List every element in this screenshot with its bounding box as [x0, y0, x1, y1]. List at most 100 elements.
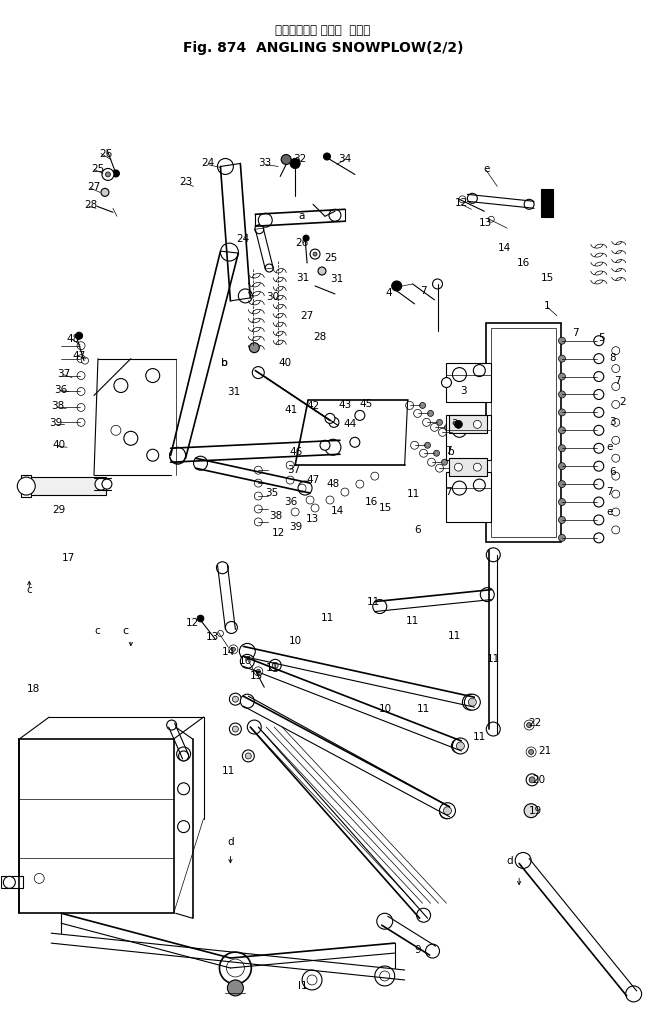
Circle shape [272, 662, 278, 668]
Circle shape [612, 526, 620, 534]
Bar [27, 478, 106, 495]
Circle shape [428, 458, 435, 466]
Circle shape [441, 377, 452, 387]
Circle shape [350, 437, 360, 447]
Text: 11: 11 [320, 612, 334, 623]
Circle shape [480, 588, 494, 601]
Text: 9: 9 [414, 945, 421, 955]
Text: 14: 14 [331, 506, 344, 516]
Text: d: d [227, 837, 234, 847]
Circle shape [524, 720, 534, 730]
Circle shape [307, 975, 317, 985]
Circle shape [254, 492, 262, 500]
Text: 8: 8 [609, 353, 616, 363]
Circle shape [456, 742, 465, 750]
Circle shape [240, 695, 254, 708]
Text: 15: 15 [379, 503, 392, 513]
Circle shape [441, 459, 448, 465]
Circle shape [417, 909, 430, 922]
Text: 6: 6 [609, 467, 616, 478]
Text: 7: 7 [445, 487, 452, 497]
Circle shape [435, 464, 443, 473]
Circle shape [375, 966, 395, 986]
Text: 44: 44 [344, 420, 356, 429]
Text: Fig. 874  ANGLING SNOWPLOW(2/2): Fig. 874 ANGLING SNOWPLOW(2/2) [182, 41, 463, 55]
Text: 11: 11 [367, 596, 380, 606]
Circle shape [167, 720, 177, 730]
Circle shape [290, 158, 300, 168]
Text: 39: 39 [289, 522, 303, 532]
Circle shape [226, 959, 245, 976]
Circle shape [380, 971, 389, 981]
Circle shape [34, 873, 44, 883]
Circle shape [406, 402, 413, 410]
Text: 31: 31 [226, 387, 240, 397]
Circle shape [529, 749, 534, 754]
Circle shape [558, 534, 565, 541]
Circle shape [77, 419, 85, 426]
Text: 24: 24 [201, 158, 214, 168]
Circle shape [243, 750, 254, 762]
Circle shape [232, 697, 238, 702]
Circle shape [179, 751, 188, 760]
Circle shape [95, 479, 107, 490]
Circle shape [452, 739, 465, 753]
Circle shape [303, 235, 309, 241]
Circle shape [113, 170, 120, 176]
Circle shape [124, 431, 138, 445]
Text: 38: 38 [270, 511, 283, 521]
Circle shape [17, 478, 35, 495]
Circle shape [326, 496, 334, 504]
Circle shape [558, 338, 565, 344]
Bar [487, 322, 561, 541]
Circle shape [594, 389, 604, 400]
Text: 26: 26 [99, 148, 113, 158]
Circle shape [474, 480, 485, 491]
Text: 7: 7 [573, 328, 579, 338]
Text: 3: 3 [460, 385, 466, 395]
Circle shape [286, 477, 294, 484]
Circle shape [254, 667, 263, 675]
Text: c: c [94, 627, 100, 637]
Circle shape [467, 194, 477, 204]
Bar [446, 363, 491, 403]
Circle shape [254, 518, 262, 526]
Text: b: b [448, 447, 455, 457]
Circle shape [232, 647, 236, 651]
Circle shape [612, 490, 620, 498]
Circle shape [355, 411, 365, 421]
Bar [491, 328, 556, 536]
Circle shape [454, 463, 463, 472]
Circle shape [258, 213, 272, 227]
Text: 33: 33 [259, 158, 272, 168]
Circle shape [424, 442, 430, 448]
Circle shape [286, 461, 294, 469]
Text: 25: 25 [91, 164, 105, 174]
Text: 42: 42 [307, 402, 320, 412]
Text: 37: 37 [58, 368, 71, 378]
Text: 11: 11 [406, 615, 419, 626]
Text: 48: 48 [326, 479, 340, 489]
Text: 14: 14 [222, 647, 235, 657]
Circle shape [245, 655, 251, 661]
Circle shape [170, 448, 186, 464]
Text: 36: 36 [285, 497, 298, 507]
Text: 13: 13 [479, 218, 492, 228]
Circle shape [254, 505, 262, 513]
Text: 7: 7 [421, 286, 427, 296]
Text: 1: 1 [543, 301, 551, 311]
Circle shape [612, 365, 620, 372]
Text: 11: 11 [473, 732, 486, 742]
Text: 7: 7 [606, 487, 613, 497]
Bar [446, 416, 491, 460]
Circle shape [558, 499, 565, 506]
Circle shape [255, 225, 264, 233]
Circle shape [612, 419, 620, 426]
Text: 30: 30 [266, 292, 279, 302]
Circle shape [558, 516, 565, 523]
Circle shape [439, 428, 446, 436]
Circle shape [594, 408, 604, 418]
Circle shape [82, 357, 89, 364]
Text: 22: 22 [529, 718, 542, 728]
Text: a: a [451, 418, 457, 427]
